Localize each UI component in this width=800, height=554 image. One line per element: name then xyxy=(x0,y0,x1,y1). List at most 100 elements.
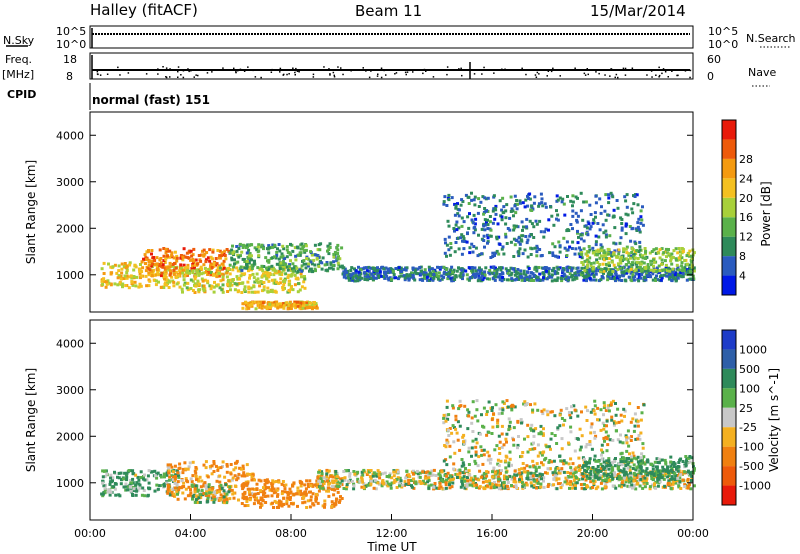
heatmap-cell xyxy=(159,264,163,268)
heatmap-cell xyxy=(663,259,667,263)
heatmap-cell xyxy=(446,428,450,432)
heatmap-cell xyxy=(387,267,391,271)
heatmap-cell xyxy=(524,198,528,202)
nave-point xyxy=(295,67,297,70)
heatmap-cell xyxy=(479,276,483,280)
heatmap-cell xyxy=(520,454,524,458)
heatmap-cell xyxy=(603,424,607,428)
heatmap-cell xyxy=(451,406,455,410)
heatmap-cell xyxy=(241,243,245,247)
heatmap-cell xyxy=(420,481,424,485)
heatmap-cell xyxy=(297,282,300,286)
heatmap-cell xyxy=(504,216,508,220)
nave-point xyxy=(409,69,411,72)
heatmap-cell xyxy=(102,261,106,265)
heatmap-cell xyxy=(167,471,171,475)
heatmap-cell xyxy=(588,248,592,252)
heatmap-cell xyxy=(215,272,219,276)
heatmap-cell xyxy=(319,484,323,488)
heatmap-cell xyxy=(165,473,169,477)
heatmap-cell xyxy=(493,274,497,278)
heatmap-cell xyxy=(183,461,187,465)
nave-point xyxy=(260,76,262,79)
heatmap-cell xyxy=(585,279,588,283)
heatmap-cell xyxy=(456,212,460,216)
heatmap-cell xyxy=(505,440,508,444)
heatmap-cell xyxy=(392,273,396,277)
heatmap-cell xyxy=(152,256,156,259)
heatmap-cell xyxy=(520,220,524,224)
heatmap-cell xyxy=(631,211,635,215)
heatmap-cell xyxy=(419,265,423,269)
heatmap-cell xyxy=(265,266,268,270)
heatmap-cell xyxy=(524,481,528,485)
heatmap-cell xyxy=(207,268,211,271)
heatmap-cell xyxy=(201,271,205,275)
heatmap-cell xyxy=(624,199,628,203)
heatmap-cell xyxy=(100,279,104,283)
heatmap-cell xyxy=(620,485,623,489)
nave-point xyxy=(667,76,669,78)
heatmap-cell xyxy=(509,210,513,213)
heatmap-cell xyxy=(300,275,303,279)
heatmap-cell xyxy=(150,269,154,273)
heatmap-cell xyxy=(604,253,608,257)
heatmap-cell xyxy=(303,275,306,278)
heatmap-cell xyxy=(560,279,564,283)
heatmap-cell xyxy=(266,271,270,275)
heatmap-cell xyxy=(556,276,560,280)
heatmap-cell xyxy=(530,247,534,251)
heatmap-cell xyxy=(416,481,420,485)
heatmap-cell xyxy=(683,259,687,263)
heatmap-cell xyxy=(293,246,297,250)
heatmap-cell xyxy=(299,272,303,276)
heatmap-cell xyxy=(468,483,472,487)
heatmap-cell xyxy=(116,475,119,479)
heatmap-cell xyxy=(107,262,110,266)
heatmap-cell xyxy=(193,273,197,277)
heatmap-cell xyxy=(630,279,634,283)
heatmap-cell xyxy=(147,260,151,264)
heatmap-cell xyxy=(513,204,517,208)
heatmap-cell xyxy=(395,486,399,489)
heatmap-cell xyxy=(228,251,232,255)
heatmap-cell xyxy=(551,251,555,255)
heatmap-cell xyxy=(675,263,679,267)
heatmap-cell xyxy=(163,475,166,479)
heatmap-cell xyxy=(464,193,468,197)
heatmap-cell xyxy=(294,306,298,310)
nave-point xyxy=(664,71,667,73)
heatmap-cell xyxy=(579,248,583,252)
heatmap-cell xyxy=(336,490,340,494)
heatmap-cell xyxy=(559,482,562,486)
heatmap-cell xyxy=(197,496,201,500)
heatmap-cell xyxy=(528,197,532,201)
heatmap-cell xyxy=(671,482,675,486)
heatmap-cell xyxy=(605,449,609,453)
heatmap-cell xyxy=(254,300,258,304)
heatmap-cell xyxy=(590,475,594,478)
heatmap-cell xyxy=(446,219,450,223)
heatmap-cell xyxy=(291,502,295,506)
heatmap-cell xyxy=(437,486,441,490)
heatmap-cell xyxy=(162,254,166,258)
heatmap-cell xyxy=(289,495,292,499)
heatmap-cell xyxy=(636,225,640,229)
heatmap-cell xyxy=(382,482,386,486)
heatmap-cell xyxy=(595,253,599,257)
heatmap-cell xyxy=(222,499,226,503)
heatmap-cell xyxy=(576,229,579,233)
heatmap-cell xyxy=(522,402,526,406)
heatmap-cell xyxy=(338,498,342,502)
heatmap-cell xyxy=(511,404,515,408)
heatmap-cell xyxy=(448,444,452,448)
heatmap-cell xyxy=(591,479,595,483)
heatmap-cell xyxy=(485,209,489,213)
heatmap-cell xyxy=(131,472,135,476)
heatmap-cell xyxy=(432,468,436,472)
heatmap-cell xyxy=(627,275,631,279)
heatmap-cell xyxy=(476,279,480,283)
heatmap-cell xyxy=(472,213,476,217)
heatmap-cell xyxy=(482,224,486,228)
